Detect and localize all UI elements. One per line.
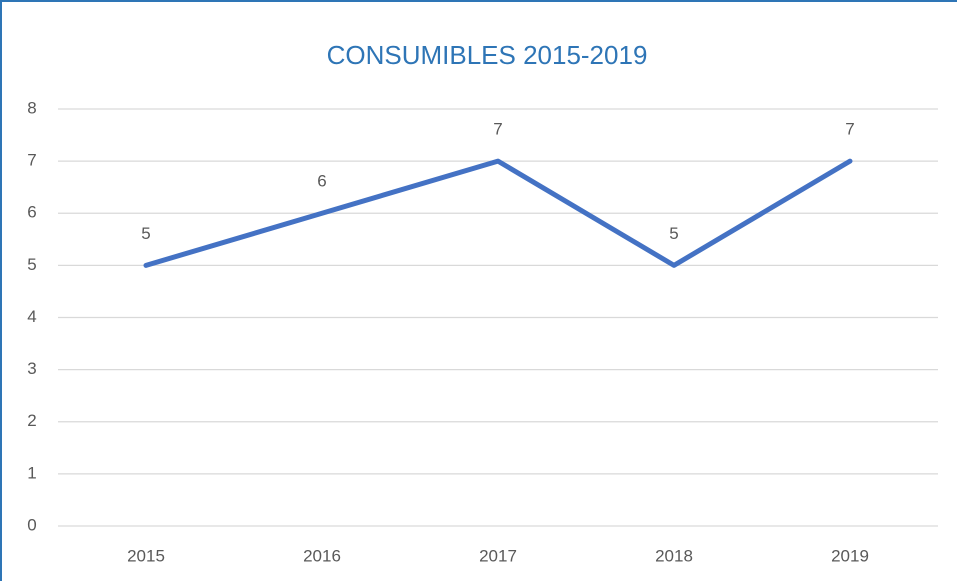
x-tick-label: 2016 xyxy=(303,546,341,565)
data-label: 7 xyxy=(845,120,854,139)
x-tick-label: 2018 xyxy=(655,546,693,565)
y-tick-label: 5 xyxy=(27,255,36,274)
data-label: 7 xyxy=(493,120,502,139)
y-tick-label: 2 xyxy=(27,411,36,430)
y-tick-label: 6 xyxy=(27,203,36,222)
x-tick-label: 2017 xyxy=(479,546,517,565)
data-label: 6 xyxy=(317,172,326,191)
y-tick-label: 0 xyxy=(27,515,36,534)
x-tick-label: 2015 xyxy=(127,546,165,565)
data-line xyxy=(143,158,853,268)
y-tick-label: 8 xyxy=(27,98,36,117)
y-tick-label: 4 xyxy=(27,307,36,326)
chart-title: CONSUMIBLES 2015-2019 xyxy=(327,40,648,70)
data-label: 5 xyxy=(141,224,150,243)
y-tick-label: 1 xyxy=(27,463,36,482)
y-tick-label: 7 xyxy=(27,151,36,170)
data-label: 5 xyxy=(669,224,678,243)
y-tick-label: 3 xyxy=(27,359,36,378)
x-tick-label: 2019 xyxy=(831,546,869,565)
